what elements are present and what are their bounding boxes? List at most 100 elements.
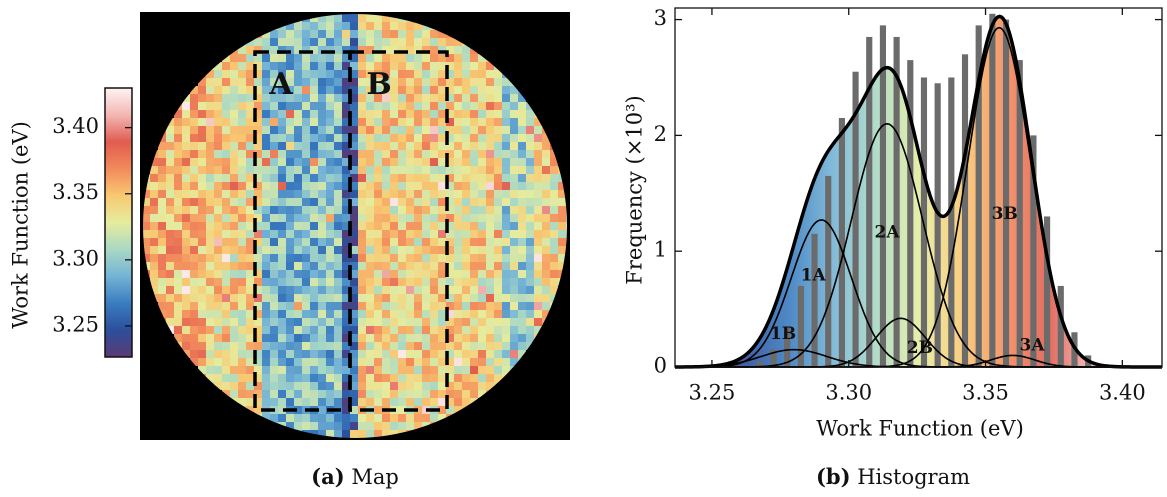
map-cell [366,134,374,142]
map-cell [310,198,318,206]
map-cell [390,46,398,54]
map-cell [510,342,518,350]
map-cell [382,342,390,350]
map-cell [238,70,246,78]
map-cell [342,134,350,142]
map-cell [486,102,494,110]
map-cell [278,390,286,398]
fit-area [675,16,1162,368]
map-cell [478,334,486,342]
map-cell [206,110,214,118]
map-cell [550,166,558,174]
map-cell [502,302,510,310]
map-cell [430,214,438,222]
map-cell [222,270,230,278]
map-cell [262,206,270,214]
map-cell [510,310,518,318]
map-cell [206,214,214,222]
map-cell [278,134,286,142]
map-cell [446,254,454,262]
map-cell [190,238,198,246]
map-cell [478,126,486,134]
map-cell [270,206,278,214]
map-cell [310,78,318,86]
map-cell [198,110,206,118]
map-cell [454,278,462,286]
map-cell [382,142,390,150]
map-cell [230,118,238,126]
map-cell [318,342,326,350]
map-cell [238,382,246,390]
map-cell [534,142,542,150]
map-cell [366,326,374,334]
map-cell [454,86,462,94]
map-cell [230,86,238,94]
map-cell [350,198,358,206]
map-cell [502,278,510,286]
map-cell [390,238,398,246]
map-cell [350,30,358,38]
map-cell [414,118,422,126]
colorbar-tick-label: 3.35 [52,180,99,204]
map-cell [518,350,526,358]
map-cell [206,78,214,86]
histogram-bar [852,71,859,368]
map-cell [406,198,414,206]
map-cell [382,70,390,78]
map-cell [454,150,462,158]
map-cell [270,326,278,334]
map-cell [222,374,230,382]
map-cell [310,254,318,262]
map-cell [390,230,398,238]
map-cell [478,182,486,190]
map-cell [526,158,534,166]
map-cell [270,110,278,118]
map-cell [342,62,350,70]
map-cell [326,22,334,30]
map-cell [214,254,222,262]
map-cell [550,174,558,182]
map-cell [214,270,222,278]
map-cell [374,294,382,302]
map-cell [278,398,286,406]
map-cell [254,262,262,270]
map-cell [294,118,302,126]
map-cell [270,174,278,182]
map-cell [166,254,174,262]
map-cell [390,62,398,70]
map-cell [438,294,446,302]
map-cell [294,198,302,206]
map-cell [326,158,334,166]
map-cell [414,46,422,54]
map-cell [286,54,294,62]
map-cell [398,254,406,262]
map-cell [470,78,478,86]
map-cell [422,182,430,190]
map-cell [526,302,534,310]
map-cell [318,70,326,78]
map-cell [494,318,502,326]
map-cell [230,366,238,374]
map-cell [182,150,190,158]
map-cell [230,102,238,110]
map-cell [494,230,502,238]
map-cell [278,294,286,302]
map-cell [358,62,366,70]
map-cell [518,254,526,262]
map-cell [254,198,262,206]
map-cell [542,206,550,214]
map-cell [334,174,342,182]
map-cell [414,222,422,230]
map-cell [422,118,430,126]
map-cell [478,174,486,182]
map-cell [150,230,158,238]
map-cell [350,422,358,430]
map-cell [310,222,318,230]
map-cell [366,366,374,374]
map-cell [430,390,438,398]
map-cell [422,374,430,382]
map-cell [310,190,318,198]
map-cell [246,374,254,382]
map-cell [190,86,198,94]
map-cell [374,198,382,206]
